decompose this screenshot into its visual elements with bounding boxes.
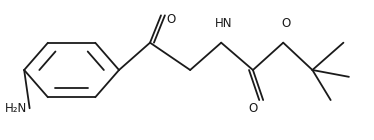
Text: HN: HN [215,17,233,30]
Text: O: O [281,17,290,30]
Text: O: O [167,13,176,26]
Text: O: O [248,102,257,115]
Text: H₂N: H₂N [4,102,27,115]
